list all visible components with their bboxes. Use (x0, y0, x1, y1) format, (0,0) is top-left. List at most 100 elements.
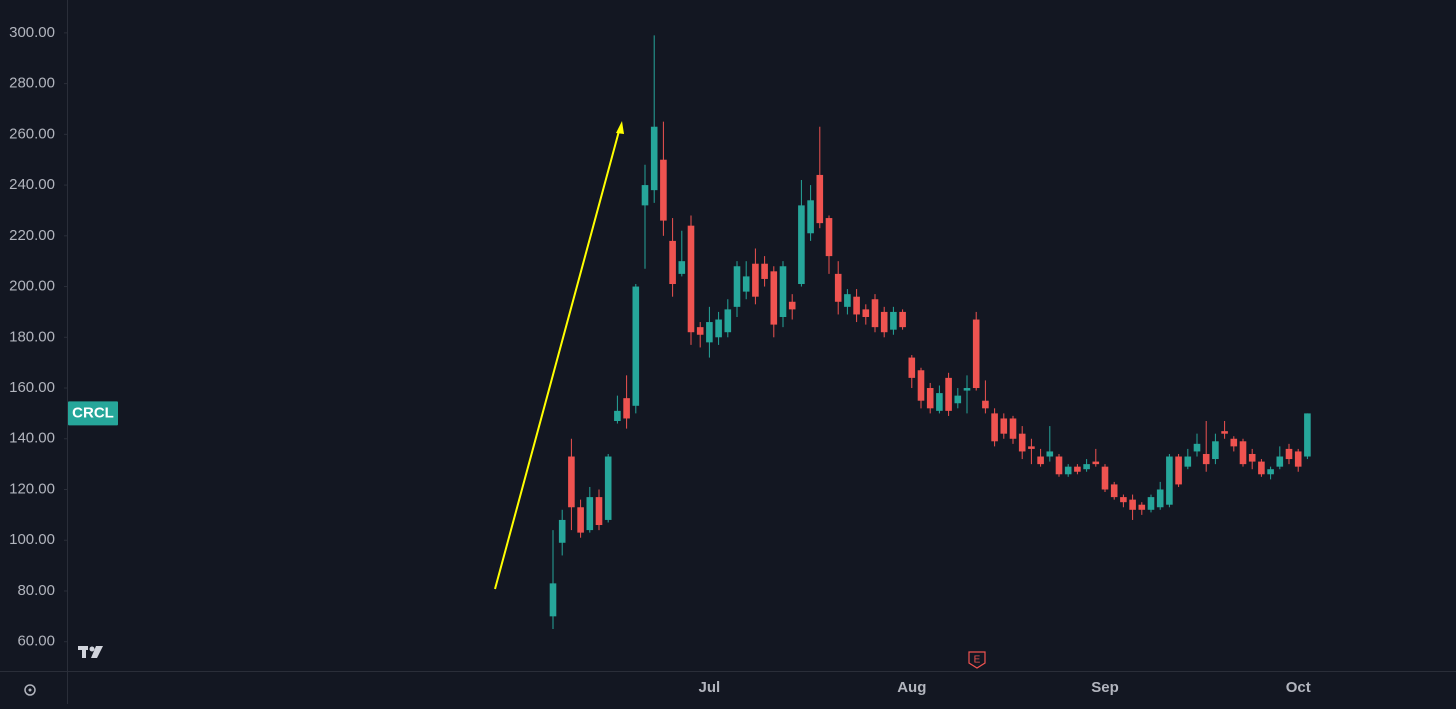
candle-body (604, 456, 612, 520)
x-tick-label: Sep (1091, 679, 1119, 696)
candle-body (1156, 489, 1164, 508)
candle-body (687, 225, 695, 333)
candle-body (862, 309, 870, 317)
y-tick-label: 240.00 (9, 176, 55, 193)
candle-body (641, 185, 649, 206)
candle-body (1055, 456, 1063, 475)
candle-body (1258, 461, 1265, 475)
candle-body (1037, 456, 1044, 465)
candle-body (577, 507, 584, 533)
candle-body (752, 263, 759, 297)
candle-body (724, 309, 732, 333)
candle-body (1101, 466, 1109, 490)
y-tick-label: 180.00 (9, 328, 55, 345)
earnings-label: E (974, 655, 981, 666)
settings-icon[interactable] (24, 684, 36, 696)
candle-body (1175, 456, 1182, 485)
y-tick-label: 220.00 (9, 227, 55, 244)
candle-body (1294, 451, 1302, 467)
y-tick-label: 120.00 (9, 480, 55, 497)
candle-body (1138, 504, 1146, 510)
candle-body (770, 271, 778, 325)
candle-body (568, 456, 575, 508)
candle-body (853, 296, 860, 315)
candle-body (1009, 418, 1017, 439)
earnings-badge[interactable] (968, 651, 986, 669)
candle-body (1046, 451, 1054, 457)
candle-body (816, 174, 824, 224)
candle-body (871, 299, 879, 328)
candle-body (788, 301, 796, 310)
candle-body (733, 266, 741, 307)
y-tick-label: 100.00 (9, 531, 55, 548)
candle-body (1147, 497, 1155, 510)
arrow-head (616, 121, 624, 134)
candle-body (696, 327, 704, 335)
candle-body (1221, 431, 1228, 434)
y-tick-label: 280.00 (9, 75, 55, 92)
candle-body (595, 497, 603, 526)
candle-body (1212, 441, 1219, 460)
candle-body (945, 377, 952, 411)
candle-body (742, 276, 750, 292)
candle-body (623, 398, 630, 419)
candle-body (1120, 497, 1127, 503)
candle-body (1083, 464, 1090, 470)
candle-body (632, 286, 640, 406)
y-tick-label: 160.00 (9, 379, 55, 396)
y-tick-label: 200.00 (9, 278, 55, 295)
settings-icon-dot (28, 688, 32, 692)
candle-body (825, 218, 833, 257)
candle-body (936, 393, 943, 411)
candle-body (1028, 446, 1035, 449)
y-tick-label: 300.00 (9, 24, 55, 41)
y-tick-label: 140.00 (9, 430, 55, 447)
candle-body (558, 519, 566, 543)
candle-body (880, 311, 888, 333)
candle-body (972, 319, 980, 389)
candle-body (1166, 456, 1173, 505)
candle-body (1193, 443, 1201, 452)
candle-body (798, 205, 805, 285)
candle-body (761, 263, 768, 279)
candle-body (807, 200, 814, 234)
candle-body (586, 497, 594, 531)
candle-body (549, 583, 557, 617)
y-tick-label: 80.00 (17, 582, 55, 599)
candle-body (1018, 433, 1026, 452)
candle-body (908, 357, 916, 378)
candle-body (706, 322, 713, 343)
x-tick-label: Jul (699, 679, 721, 696)
candle-body (954, 395, 962, 404)
candle-body (1184, 456, 1192, 467)
y-tick-label: 60.00 (17, 633, 55, 650)
candle-body (1239, 441, 1247, 465)
candle-body (1230, 438, 1238, 447)
candle-body (1129, 499, 1136, 510)
candle-body (844, 294, 851, 307)
candle-body (890, 311, 897, 330)
candle-body (1202, 453, 1210, 465)
x-tick-label: Aug (897, 679, 926, 696)
candle-body (991, 413, 998, 442)
candle-body (678, 261, 686, 274)
candle-body (1304, 413, 1311, 457)
candle-body (834, 273, 842, 302)
candle-body (899, 311, 906, 328)
symbol-tag (68, 401, 118, 426)
candle-body (779, 266, 787, 317)
candle-body (669, 240, 676, 285)
candle-body (660, 159, 667, 221)
symbol-label: CRCL (72, 404, 114, 421)
candle-body (1092, 461, 1100, 465)
candle-body (1110, 484, 1118, 498)
candle-body (1064, 466, 1072, 475)
x-tick-label: Oct (1286, 679, 1311, 696)
y-tick-label: 260.00 (9, 125, 55, 142)
candle-body (963, 388, 971, 391)
candle-body (614, 410, 621, 422)
candle-body (926, 388, 934, 409)
candle-body (1276, 456, 1284, 467)
